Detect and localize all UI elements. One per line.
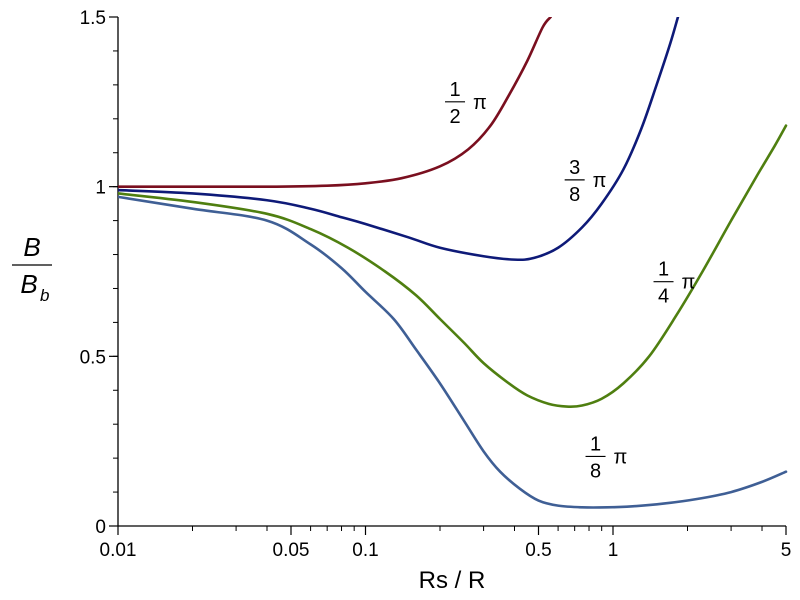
series-line-2 — [118, 17, 680, 262]
series-label-denominator: 8 — [590, 460, 601, 482]
y-tick-label: 1.5 — [80, 8, 106, 29]
y-axis-title: B B b — [12, 232, 52, 305]
series-line-3 — [118, 124, 788, 409]
series-label-numerator: 1 — [658, 259, 669, 281]
plot-lines — [118, 17, 788, 509]
axes: 0 0.5 1 1.5 0.01 0.05 0.1 0.5 1 5 — [80, 8, 792, 561]
series-label-numerator: 3 — [569, 157, 580, 179]
series-label-2: 3 8π — [564, 157, 607, 206]
x-tick-label: 1 — [608, 540, 619, 561]
x-tick-label: 5 — [781, 540, 792, 561]
series-label-pi: π — [614, 446, 628, 468]
x-tick-label: 0.1 — [352, 540, 378, 561]
series-line-1 — [118, 17, 552, 189]
series-label-numerator: 1 — [590, 433, 601, 455]
series-label-numerator: 1 — [449, 79, 460, 101]
x-tick-label: 0.05 — [273, 540, 310, 561]
y-axis-denominator: B — [20, 269, 37, 299]
series-label-denominator: 8 — [569, 184, 580, 206]
y-axis-numerator: B — [23, 232, 40, 262]
series-label-1: 1 2π — [445, 79, 487, 128]
y-axis-subscript: b — [40, 286, 49, 305]
y-tick-label: 1 — [95, 178, 106, 199]
x-tick-label: 0.5 — [525, 540, 551, 561]
x-tick-label: 0.01 — [100, 540, 137, 561]
series-label-pi: π — [593, 170, 607, 192]
x-axis-title: Rs / R — [419, 567, 486, 594]
series-label-pi: π — [473, 92, 487, 114]
series-line-4 — [118, 195, 788, 509]
series-label-3: 1 4π — [653, 259, 696, 308]
series-label-4: 1 8π — [585, 433, 628, 482]
series-label-denominator: 2 — [449, 106, 460, 128]
y-tick-label: 0.5 — [80, 347, 106, 368]
series-label-denominator: 4 — [658, 286, 669, 308]
series-label-pi: π — [682, 272, 696, 294]
y-tick-label: 0 — [95, 517, 106, 538]
